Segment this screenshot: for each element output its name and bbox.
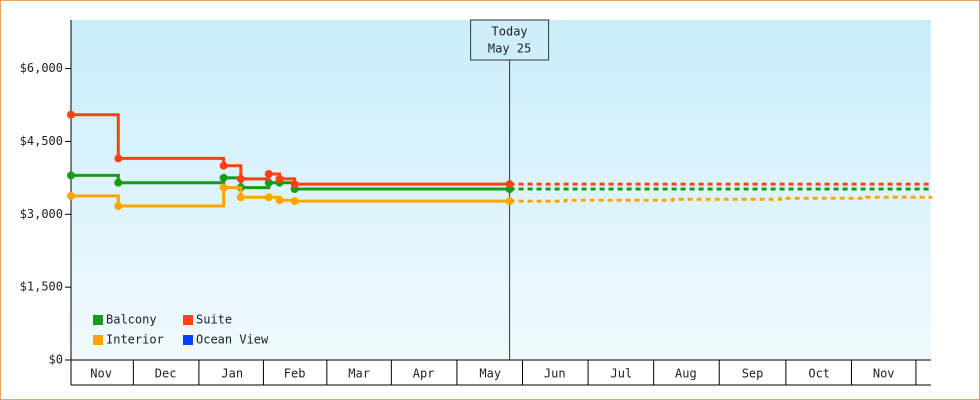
price-point [236,174,245,183]
x-tick-label: Nov [90,367,112,381]
legend-swatch [183,335,193,345]
price-point [114,178,123,187]
today-label: Today [492,25,528,39]
legend-swatch [93,315,103,325]
x-tick-label: Jan [221,367,243,381]
legend-label: Balcony [106,313,157,327]
price-point [505,180,514,189]
x-tick-label: Oct [808,367,830,381]
price-point [264,169,273,178]
price-line [71,113,510,186]
price-point [275,196,284,205]
x-tick-label: Dec [155,367,177,381]
x-tick-label: Apr [413,367,435,381]
today-box [470,19,550,61]
legend-label: Suite [196,313,232,327]
x-tick-label: May [479,367,501,381]
y-tick-label: $0 [49,353,63,367]
x-tick-label: Feb [284,367,306,381]
x-tick-label: Mar [348,367,370,381]
legend-label: Interior [106,333,164,347]
price-point [219,173,228,182]
x-tick-label: Jun [544,367,566,381]
x-tick-label: Jul [611,367,633,381]
y-tick-label: $3,000 [20,207,63,221]
price-point [264,178,273,187]
price-point [67,191,75,200]
price-point [114,154,123,163]
price-point [67,171,75,180]
y-tick-label: $6,000 [20,61,63,75]
price-point [290,197,299,206]
price-point [275,174,284,183]
legend-label: Ocean View [196,333,269,347]
x-tick-label: Aug [675,367,697,381]
price-point [219,183,228,192]
price-point [505,197,514,206]
x-tick-label: Sep [742,367,764,381]
price-point [114,202,123,211]
y-tick-label: $4,500 [20,134,63,148]
forecast-line [509,195,933,203]
price-point [236,193,245,202]
price-point [264,193,273,202]
legend-swatch [183,315,193,325]
legend-swatch [93,335,103,345]
y-tick-label: $1,500 [20,280,63,294]
price-point [290,180,299,189]
price-point [67,110,75,119]
price-point [219,161,228,170]
today-label: May 25 [488,42,531,56]
x-tick-label: Nov [873,367,895,381]
